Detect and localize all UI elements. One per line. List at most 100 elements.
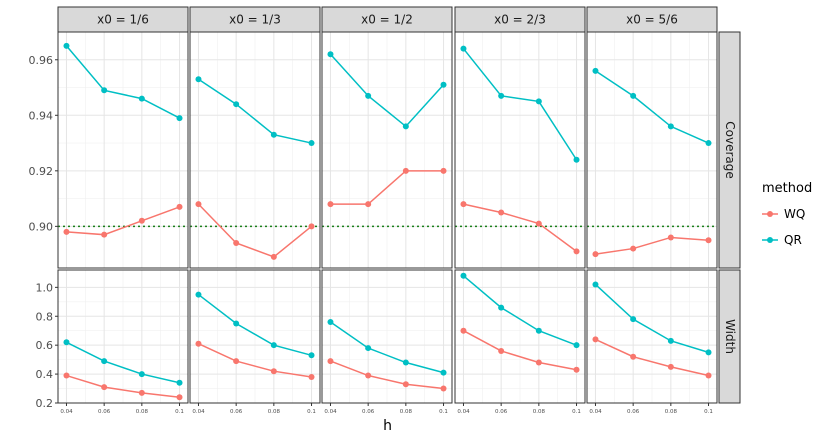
data-point-qr [233,101,240,108]
data-point-wq [365,372,372,379]
panel-border [454,31,586,269]
data-point-wq [630,245,637,252]
data-point-qr [270,131,277,138]
x-tick-label: 0.08 [268,409,281,415]
data-point-qr [138,95,145,102]
data-point-qr [498,304,505,311]
data-point-qr [592,67,599,74]
data-point-wq [138,217,145,224]
x-tick-label: 0.08 [136,409,149,415]
data-point-wq [630,353,637,360]
data-point-wq [195,340,202,347]
data-point-wq [308,223,315,230]
x-tick-label: 0.06 [495,409,508,415]
series-line-wq [66,374,180,398]
data-point-qr [270,342,277,349]
data-point-wq [573,366,580,373]
y-tick-label: 0.96 [29,54,54,67]
x-tick-label: 0.04 [589,409,602,415]
data-point-qr [460,45,467,52]
series-line-qr [198,78,312,144]
data-point-wq [440,167,447,174]
data-point-wq [498,209,505,216]
data-point-wq [705,237,712,244]
x-tick-label: 0.1 [175,409,184,415]
x-tick-label: 0.1 [572,409,581,415]
panel-border [189,31,321,269]
data-point-wq [176,394,183,401]
data-point-qr [63,42,70,49]
panel-border [57,269,189,404]
data-point-wq [233,358,240,365]
data-point-wq [592,336,599,343]
x-tick-label: 0.1 [704,409,713,415]
data-point-wq [63,228,70,235]
data-point-qr [630,92,637,99]
data-point-wq [138,389,145,396]
data-point-wq [535,359,542,366]
series-line-qr [329,53,445,128]
data-point-qr [63,339,70,346]
data-point-wq [308,373,315,380]
y-tick-label: 0.90 [29,220,54,233]
data-point-qr [195,76,202,83]
data-point-qr [667,123,674,130]
series-line-qr [65,45,180,119]
panel-border [586,269,718,404]
series-line-qr [330,321,444,374]
data-point-qr [535,98,542,105]
data-point-wq [402,381,409,388]
x-tick-label: 0.08 [533,409,546,415]
x-tick-label: 0.06 [98,409,111,415]
panel-border [454,269,586,404]
series-line-wq [330,170,444,205]
data-point-qr [308,140,315,147]
data-point-wq [535,220,542,227]
x-axis-title: h [383,418,392,434]
data-point-qr [365,345,372,352]
data-point-wq [667,234,674,241]
series-line-qr [66,341,180,384]
data-point-wq [270,368,277,375]
data-point-qr [176,379,183,386]
series-line-wq [197,203,312,258]
series-line-wq [463,203,577,252]
series-line-qr [198,293,312,357]
data-point-wq [402,167,409,174]
y-tick-label: 0.8 [36,310,54,323]
y-tick-label: 0.92 [29,165,54,178]
data-point-qr [705,140,712,147]
y-tick-label: 1.0 [36,281,54,294]
data-point-wq [440,385,447,392]
y-tick-label: 0.94 [29,109,54,122]
data-point-qr [535,327,542,334]
legend-title: method [762,181,812,196]
data-point-qr [402,359,409,366]
facet-strip-row [718,269,741,404]
facet-strip-col-label: x0 = 5/6 [626,13,678,27]
series-line-wq [463,330,577,371]
data-point-wq [327,201,334,208]
y-tick-label: 0.2 [36,397,54,410]
data-point-wq [101,384,108,391]
series-line-qr [595,70,709,144]
data-point-qr [365,92,372,99]
data-point-wq [592,251,599,258]
series-line-wq [330,360,444,390]
data-point-qr [233,320,240,327]
x-tick-label: 0.04 [192,409,205,415]
data-point-wq [270,253,277,260]
series-line-qr [462,48,578,161]
legend-key-point [767,211,773,217]
data-point-wq [176,203,183,210]
data-point-qr [498,92,505,99]
data-point-wq [233,240,240,247]
series-line-qr [594,283,709,354]
y-tick-label: 0.4 [36,368,54,381]
series-line-wq [66,206,180,236]
data-point-wq [327,358,334,365]
x-tick-label: 0.04 [60,409,73,415]
data-point-qr [101,358,108,365]
series-line-wq [595,236,709,255]
